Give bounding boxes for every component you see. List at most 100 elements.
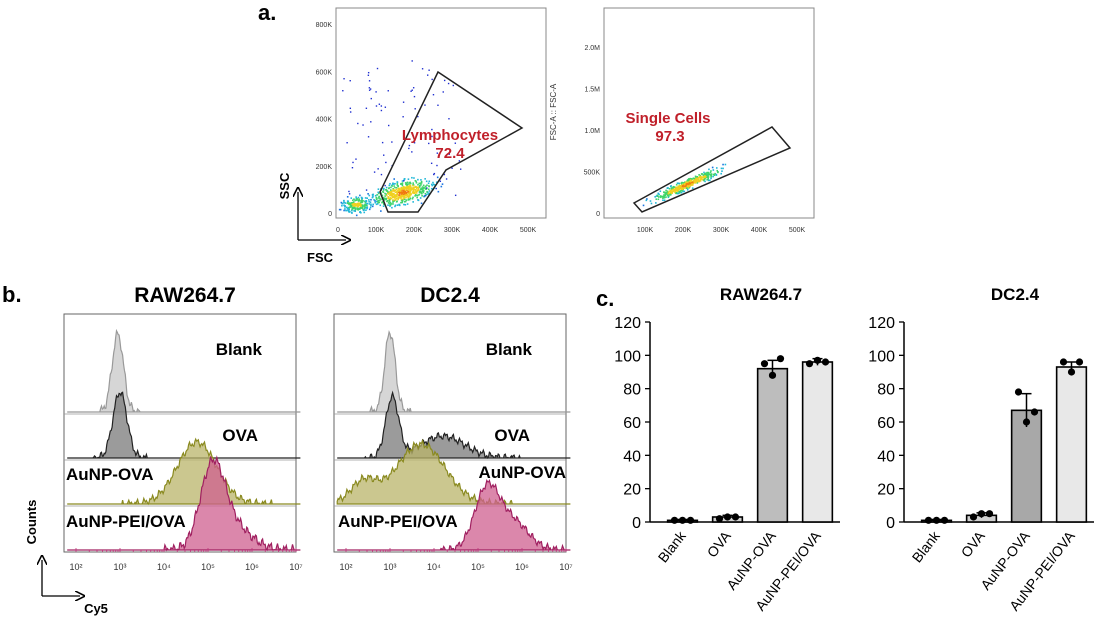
event-dot (415, 187, 418, 190)
event-dot (698, 174, 700, 176)
flow-plot-2-xticks: 100K 200K 300K 400K 500K (637, 227, 806, 234)
event-dot (421, 190, 423, 193)
event-dot (433, 173, 435, 176)
flow-plot-2-ylabel: FSC-A :: FSC-A (549, 83, 558, 140)
event-dot (362, 209, 365, 212)
event-dot (400, 201, 402, 204)
event-dot (659, 190, 662, 193)
event-dot (677, 192, 679, 195)
event-dot (703, 171, 705, 174)
event-dot (400, 197, 402, 200)
event-dot (687, 178, 690, 180)
event-dot (430, 187, 433, 190)
event-dot (683, 183, 686, 186)
event-dot (419, 182, 422, 185)
event-dot (391, 141, 393, 143)
event-dot (402, 180, 405, 182)
event-dot (365, 203, 367, 205)
y-tick-label: 60 (623, 415, 641, 432)
event-dot (420, 180, 423, 183)
event-dot (683, 190, 686, 193)
event-dot (352, 199, 354, 202)
event-dot (674, 191, 676, 194)
event-dot (724, 163, 727, 166)
histogram-tick-label: 10⁴ (427, 562, 441, 572)
x-tick-label: 300K (444, 227, 461, 234)
event-dot (365, 200, 368, 203)
category-label: OVA (958, 527, 989, 560)
event-dot (348, 202, 351, 204)
event-dot (404, 182, 407, 184)
event-dot (394, 205, 396, 208)
event-dot (427, 188, 430, 191)
event-dot (409, 182, 412, 185)
event-dot (665, 192, 668, 195)
event-dot (655, 198, 658, 200)
event-dot (408, 198, 411, 201)
event-dot (387, 202, 390, 204)
event-dot (684, 181, 686, 184)
event-dot (714, 172, 716, 175)
event-dot (415, 181, 418, 184)
event-dot (355, 214, 358, 217)
event-dot (720, 172, 723, 175)
event-dot (409, 187, 412, 190)
event-dot (698, 180, 701, 183)
event-dot (412, 187, 415, 190)
event-dot (717, 171, 719, 173)
event-dot (422, 190, 425, 192)
event-dot (642, 204, 645, 207)
event-dot (709, 174, 712, 176)
flow-plot-2-frame (603, 7, 815, 219)
event-dot (670, 187, 673, 189)
event-dot (365, 209, 367, 212)
event-dot (708, 168, 710, 171)
event-dot (695, 176, 697, 178)
event-dot (360, 201, 362, 204)
event-dot (414, 108, 416, 110)
event-dot (712, 169, 715, 171)
x-tick-label: 300K (713, 227, 730, 234)
histogram-curve (337, 330, 571, 413)
event-dot (704, 173, 706, 175)
event-dot (355, 199, 358, 201)
event-dot (689, 177, 692, 180)
event-dot (356, 208, 358, 210)
event-dot (373, 171, 376, 173)
event-dot (686, 181, 689, 184)
event-dot (401, 182, 404, 184)
event-dot (399, 196, 402, 198)
event-dot (692, 180, 694, 183)
event-dot (408, 188, 410, 191)
event-dot (346, 142, 348, 144)
event-dot (685, 181, 687, 183)
event-dot (405, 192, 408, 195)
bar (1055, 366, 1088, 523)
event-dot (452, 84, 455, 87)
event-dot (696, 177, 698, 180)
event-dot (702, 179, 705, 182)
event-dot (706, 174, 709, 177)
event-dot (683, 187, 685, 189)
event-dot (350, 202, 353, 204)
event-dot (428, 192, 430, 195)
event-dot (416, 190, 418, 193)
event-dot (395, 188, 398, 191)
event-dot (382, 190, 384, 193)
histogram-label: AuNP-PEI/OVA (338, 512, 458, 531)
event-dot (680, 182, 683, 185)
event-dot (705, 174, 708, 177)
x-tick-label: 500K (520, 227, 537, 234)
bar-chart-title: DC2.4 (991, 285, 1040, 304)
event-dot (691, 181, 694, 184)
y-tick-label: 600K (316, 69, 333, 76)
event-dot (405, 189, 407, 191)
event-dot (397, 197, 400, 200)
event-dot (702, 176, 704, 179)
event-dot (663, 199, 666, 202)
event-dot (406, 191, 409, 193)
x-tick-label: 200K (406, 227, 423, 234)
event-dot (406, 184, 408, 186)
event-dot (367, 136, 370, 138)
event-dot (415, 192, 418, 194)
